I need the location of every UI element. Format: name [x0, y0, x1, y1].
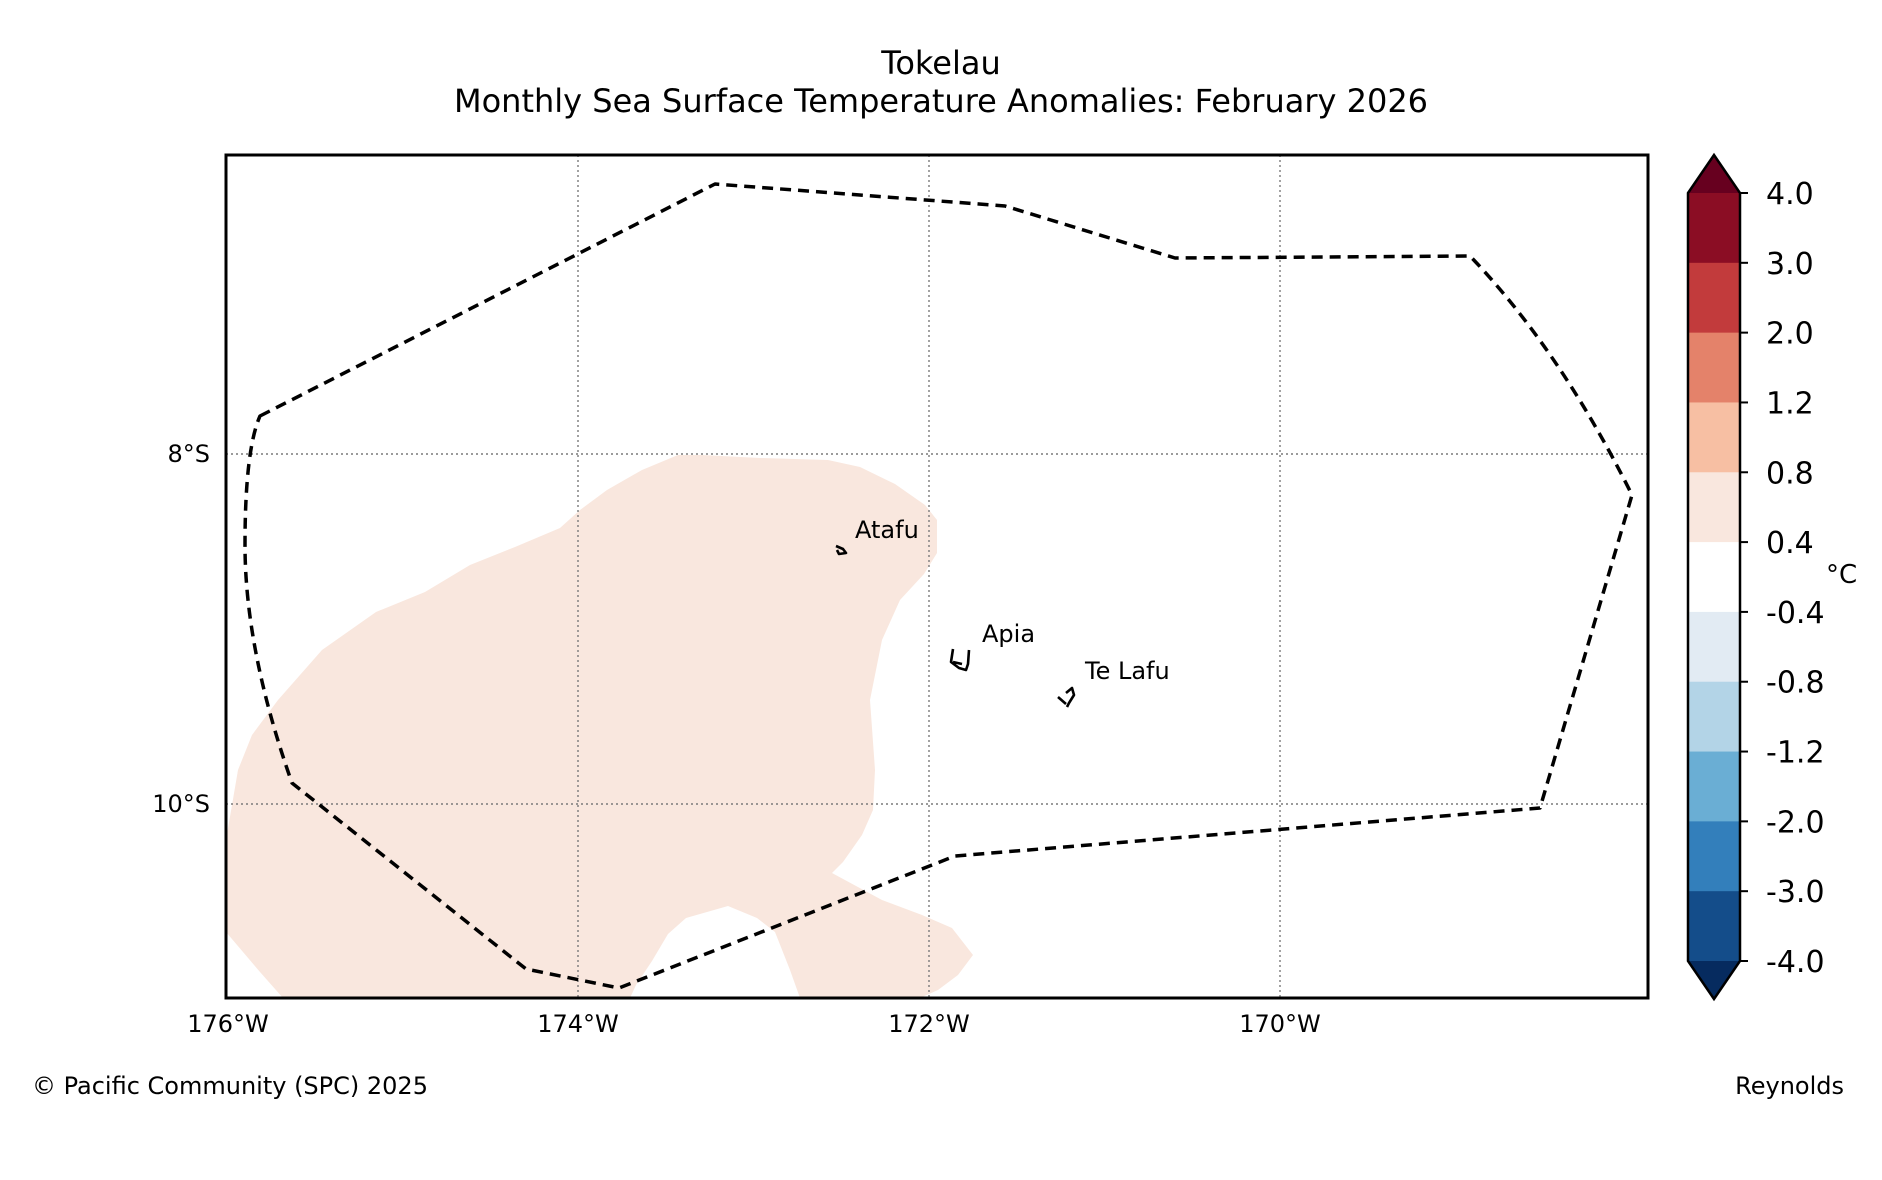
colorbar-unit-label: °C [1826, 560, 1857, 590]
colorbar-tick-label: -0.8 [1766, 666, 1825, 701]
atafu-island-outline [835, 544, 848, 556]
colorbar-bin [1688, 193, 1740, 264]
colorbar-tick-label: 0.8 [1766, 456, 1814, 491]
colorbar-tick-label: 1.2 [1766, 386, 1814, 421]
colorbar-bin [1688, 611, 1740, 683]
lon-label-170w: 170°W [1239, 1010, 1321, 1038]
map-panel: Atafu Apia Te Lafu [224, 153, 1650, 1000]
place-label-apia: Apia [982, 620, 1035, 648]
anomaly-region-0-4-to-0-8 [226, 455, 973, 998]
colorbar-tick-label: -0.4 [1766, 596, 1825, 631]
map-frame [224, 153, 1650, 1000]
eez-boundary-line [243, 182, 1634, 990]
data-source-text: Reynolds [1735, 1072, 1844, 1100]
colorbar-bin [1688, 821, 1740, 892]
place-label-te-lafu: Te Lafu [1084, 657, 1170, 685]
colorbar-bin [1688, 542, 1740, 613]
colorbar: 4.0 3.0 2.0 1.2 0.8 0.4 -0.4 -0.8 -1.2 -2.0 -3.0 -4… [1686, 152, 1825, 1002]
map-subtitle: Monthly Sea Surface Temperature Anomalie… [454, 82, 1428, 120]
colorbar-bin [1688, 751, 1740, 822]
place-label-atafu: Atafu [855, 516, 919, 544]
colorbar-tick-label: -1.2 [1766, 736, 1825, 771]
lat-label-10s: 10°S [152, 790, 210, 818]
axis-labels: 176°W 174°W 172°W 170°W 8°S 10°S [152, 440, 1321, 1038]
colorbar-tick-label: 4.0 [1766, 177, 1814, 212]
apia-island-outline [949, 648, 971, 672]
copyright-text: © Pacific Community (SPC) 2025 [32, 1072, 428, 1100]
colorbar-bin [1688, 262, 1740, 334]
lon-label-172w: 172°W [888, 1010, 970, 1038]
colorbar-tick-label: 3.0 [1766, 247, 1814, 282]
colorbar-bin [1688, 891, 1740, 962]
colorbar-tick-label: 2.0 [1766, 317, 1814, 352]
colorbar-extend-max [1688, 155, 1740, 193]
colorbar-tick-label: -4.0 [1766, 945, 1825, 980]
lon-label-176w: 176°W [187, 1010, 269, 1038]
lat-label-8s: 8°S [167, 440, 210, 468]
colorbar-tick-label: -3.0 [1766, 875, 1825, 910]
colorbar-tick-label: 0.4 [1766, 526, 1814, 561]
anomaly-field [226, 455, 973, 998]
map-title: Tokelau [880, 44, 1001, 82]
islands [835, 544, 1076, 708]
lon-label-174w: 174°W [537, 1010, 619, 1038]
colorbar-extend-min [1688, 961, 1740, 999]
te-lafu-island-outline [1057, 686, 1076, 708]
colorbar-bin [1688, 681, 1740, 753]
colorbar-tick-label: -2.0 [1766, 805, 1825, 840]
colorbar-bin [1688, 332, 1740, 403]
colorbar-bin [1688, 472, 1740, 543]
colorbar-bin [1688, 402, 1740, 473]
gridlines [226, 155, 1648, 998]
